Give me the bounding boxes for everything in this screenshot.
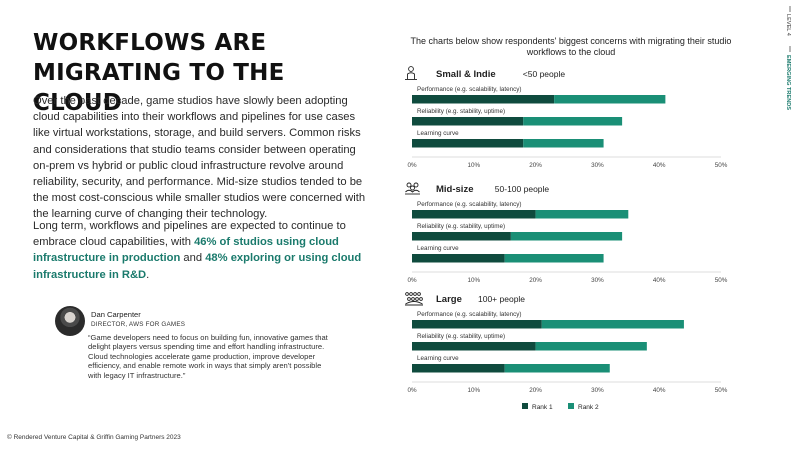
bar-category-label: Performance (e.g. scalability, latency) — [417, 201, 522, 208]
bar-rank1 — [412, 320, 542, 329]
outlook-text-pre: Long term, workflows and pipelines are e… — [33, 220, 346, 249]
bar-category-label: Reliability (e.g. stability, uptime) — [417, 333, 505, 340]
page-title: WORKFLOWS ARE MIGRATING TO THE CLOUD — [33, 28, 373, 118]
title-line-2: MIGRATING TO THE CLOUD — [33, 60, 285, 116]
legend-label-rank1: Rank 1 — [532, 404, 553, 411]
bar-rank1 — [412, 139, 524, 148]
stat-rnd-highlight: 48% exploring or using cloud infrastruct… — [33, 252, 362, 281]
quote-text: “Game developers need to focus on buildi… — [88, 333, 328, 380]
bar-rank1 — [412, 232, 511, 241]
bar-rank1 — [412, 342, 536, 351]
axis-tick-label: 30% — [591, 387, 604, 394]
axis-tick-label: 40% — [653, 387, 666, 394]
panel-size: 50-100 people — [495, 184, 550, 194]
bar-rank1 — [412, 117, 524, 126]
bar-rank2 — [523, 139, 604, 148]
bar-rank2 — [535, 210, 629, 219]
bar-category-label: Performance (e.g. scalability, latency) — [417, 311, 522, 318]
axis-tick-label: 0% — [407, 162, 417, 169]
bar-rank2 — [504, 254, 604, 263]
chart-title: The charts below show respondents' bigge… — [410, 36, 732, 57]
bar-category-label: Learning curve — [417, 130, 459, 137]
quote-author-role: DIRECTOR, AWS FOR GAMES — [91, 321, 186, 328]
axis-tick-label: 50% — [715, 162, 728, 169]
section-tag-level: LEVEL 4 — [785, 14, 791, 36]
axis-tick-label: 40% — [653, 277, 666, 284]
bar-rank2 — [535, 342, 647, 351]
panel-size: 100+ people — [478, 294, 525, 304]
panel-title: Large — [436, 294, 462, 305]
axis-tick-label: 0% — [407, 387, 417, 394]
axis-tick-label: 20% — [529, 387, 542, 394]
axis-tick-label: 50% — [715, 387, 728, 394]
quote-author-name: Dan Carpenter — [91, 310, 141, 319]
section-tag-name: EMERGING TRENDS — [785, 55, 791, 110]
axis-tick-label: 30% — [591, 277, 604, 284]
axis-tick-label: 10% — [467, 387, 480, 394]
bar-rank2 — [554, 95, 666, 104]
outlook-text-mid: and — [180, 252, 206, 265]
person-icon — [405, 66, 417, 80]
panel-title: Small & Indie — [436, 69, 496, 80]
panel-title: Mid-size — [436, 184, 473, 195]
bar-rank1 — [412, 254, 505, 263]
axis-tick-label: 30% — [591, 162, 604, 169]
legend-swatch-rank2 — [568, 403, 574, 409]
bar-rank1 — [412, 95, 555, 104]
outlook-text-end: . — [146, 268, 150, 281]
section-tag: LEVEL 4 EMERGING TRENDS — [778, 6, 796, 146]
bar-rank2 — [541, 320, 684, 329]
bar-category-label: Learning curve — [417, 245, 459, 252]
panel-size: <50 people — [523, 69, 566, 79]
bar-category-label: Learning curve — [417, 355, 459, 362]
section-tag-svg: LEVEL 4 EMERGING TRENDS — [785, 6, 791, 110]
avatar — [55, 306, 85, 336]
outlook-paragraph: Long term, workflows and pipelines are e… — [33, 218, 373, 283]
axis-tick-label: 20% — [529, 277, 542, 284]
axis-tick-label: 20% — [529, 162, 542, 169]
axis-tick-label: 10% — [467, 162, 480, 169]
bar-category-label: Reliability (e.g. stability, uptime) — [417, 108, 505, 115]
copyright-footer: © Rendered Venture Capital & Griffin Gam… — [7, 434, 181, 441]
group-icon — [405, 182, 420, 195]
legend-swatch-rank1 — [522, 403, 528, 409]
legend-label-rank2: Rank 2 — [578, 404, 599, 411]
axis-tick-label: 0% — [407, 277, 417, 284]
axis-tick-label: 40% — [653, 162, 666, 169]
bar-rank2 — [504, 364, 610, 373]
axis-tick-label: 50% — [715, 277, 728, 284]
bar-category-label: Performance (e.g. scalability, latency) — [417, 86, 522, 93]
title-line-1: WORKFLOWS ARE — [33, 30, 267, 56]
stat-production-highlight: 46% of studios using cloud infrastructur… — [33, 236, 339, 265]
crowd-icon — [405, 292, 423, 306]
axis-tick-label: 10% — [467, 277, 480, 284]
bar-rank1 — [412, 364, 505, 373]
bar-rank2 — [510, 232, 623, 241]
bar-category-label: Reliability (e.g. stability, uptime) — [417, 223, 505, 230]
intro-paragraph: Over the past decade, game studios have … — [33, 95, 366, 221]
bar-rank2 — [523, 117, 623, 126]
bar-rank1 — [412, 210, 536, 219]
